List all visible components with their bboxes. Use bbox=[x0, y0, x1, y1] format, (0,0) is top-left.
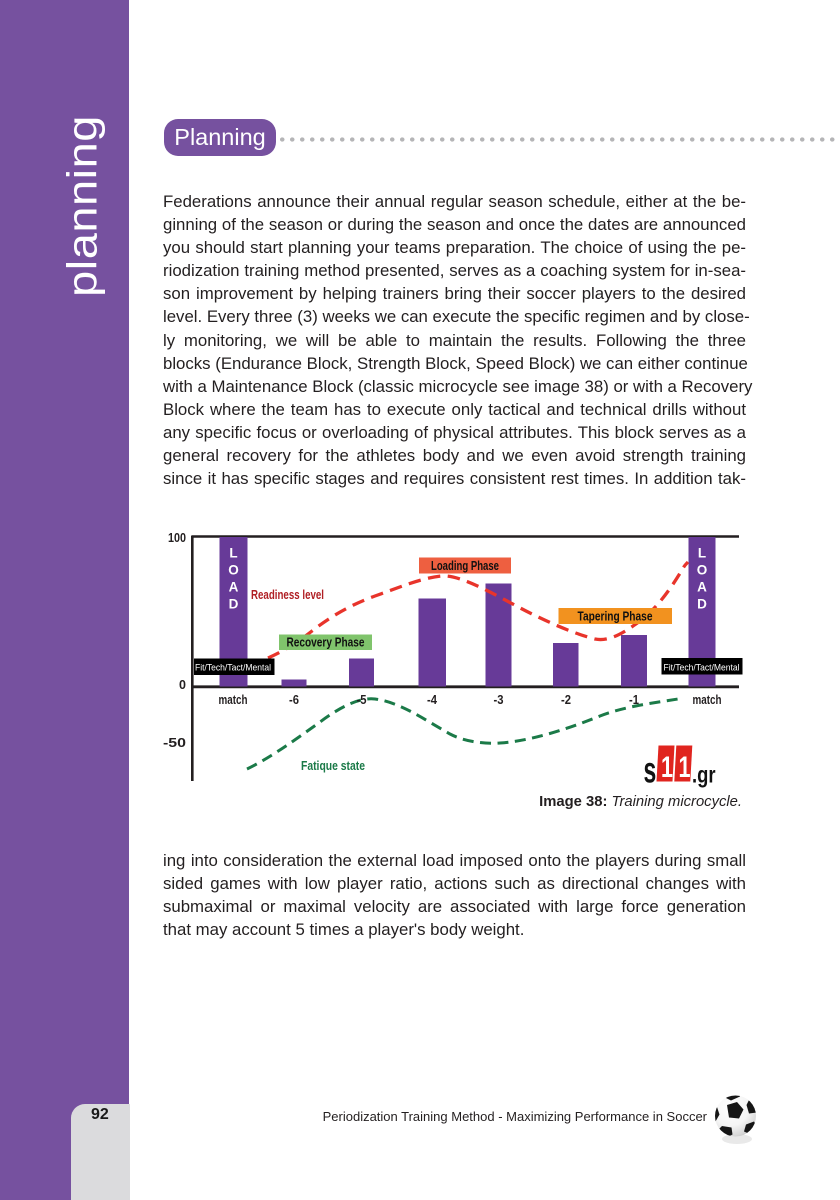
svg-text:A: A bbox=[697, 580, 707, 595]
svg-text:s: s bbox=[644, 749, 657, 791]
svg-text:Fit/Tech/Tact/Mental: Fit/Tech/Tact/Mental bbox=[195, 663, 271, 673]
svg-text:1: 1 bbox=[679, 749, 691, 783]
svg-text:0: 0 bbox=[179, 678, 186, 692]
svg-text:-4: -4 bbox=[427, 693, 437, 707]
svg-text:Loading Phase: Loading Phase bbox=[431, 559, 499, 573]
svg-text:100: 100 bbox=[168, 531, 186, 545]
svg-text:Recovery Phase: Recovery Phase bbox=[287, 636, 365, 650]
svg-text:.gr: .gr bbox=[692, 763, 716, 788]
svg-text:Readiness level: Readiness level bbox=[251, 587, 324, 602]
svg-text:-3: -3 bbox=[494, 693, 504, 707]
svg-text:O: O bbox=[228, 563, 239, 578]
svg-text:D: D bbox=[229, 597, 239, 612]
svg-text:-2: -2 bbox=[561, 693, 571, 707]
svg-text:O: O bbox=[697, 563, 708, 578]
svg-text:L: L bbox=[698, 546, 706, 561]
svg-text:D: D bbox=[697, 597, 707, 612]
svg-text:A: A bbox=[229, 580, 239, 595]
svg-text:-1: -1 bbox=[629, 693, 639, 707]
svg-text:1: 1 bbox=[661, 749, 673, 783]
svg-text:L: L bbox=[229, 546, 237, 561]
svg-text:Tapering Phase: Tapering Phase bbox=[578, 610, 653, 624]
svg-text:-5: -5 bbox=[357, 693, 367, 707]
svg-text:-50: -50 bbox=[163, 736, 186, 750]
svg-text:Fatique state: Fatique state bbox=[301, 759, 365, 773]
svg-text:-6: -6 bbox=[289, 693, 299, 707]
svg-text:match: match bbox=[219, 693, 248, 707]
svg-text:match: match bbox=[693, 693, 722, 707]
svg-text:Fit/Tech/Tact/Mental: Fit/Tech/Tact/Mental bbox=[664, 663, 740, 673]
